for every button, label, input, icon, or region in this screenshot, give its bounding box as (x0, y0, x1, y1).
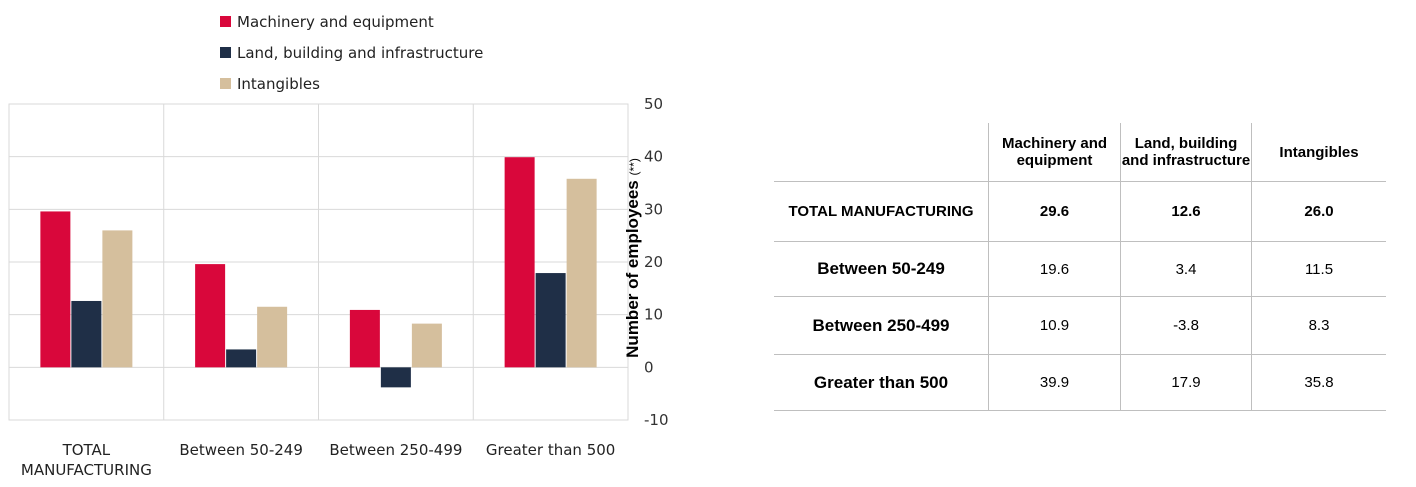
table-col-header-intangibles: Intangibles (1251, 123, 1386, 182)
x-tick-label: Between 50-249 (179, 441, 303, 459)
table-cell: 17.9 (1120, 354, 1252, 411)
table-cell: 10.9 (988, 296, 1121, 355)
legend-item-intangibles: Intangibles (220, 68, 483, 99)
table-cell: 12.6 (1120, 181, 1252, 242)
legend-label-land: Land, building and infrastructure (237, 43, 484, 62)
table-row-label: Between 250-499 (774, 296, 989, 355)
bar-machinery-3 (504, 157, 535, 368)
table-cell: 35.8 (1251, 354, 1386, 411)
y-tick-label: 0 (644, 358, 654, 376)
table-cell: -3.8 (1120, 296, 1252, 355)
table-row: Between 50-249 19.6 3.4 11.5 (774, 241, 1386, 297)
x-tick-label: Between 250-499 (329, 441, 462, 459)
y-tick-label: 50 (644, 95, 663, 113)
bar-intangibles-0 (102, 230, 133, 368)
legend-item-land: Land, building and infrastructure (220, 37, 483, 68)
y-axis-label: Number of employees (**) (623, 158, 683, 358)
table-row: Between 250-499 10.9 -3.8 8.3 (774, 296, 1386, 355)
y-tick-label: 40 (644, 148, 663, 166)
legend-label-intangibles: Intangibles (237, 74, 320, 93)
table-col-header-land: Land, building and infrastructure (1120, 123, 1252, 182)
bar-intangibles-3 (566, 178, 597, 368)
data-table: Machinery and equipment Land, building a… (774, 123, 1386, 411)
legend-swatch-intangibles (220, 78, 231, 89)
table-corner-cell (774, 123, 989, 182)
table-cell: 19.6 (988, 241, 1121, 297)
y-axis-label-text: Number of employees (623, 180, 642, 358)
bar-machinery-2 (349, 309, 380, 368)
legend-label-machinery: Machinery and equipment (237, 12, 434, 31)
table-cell: 8.3 (1251, 296, 1386, 355)
legend-item-machinery: Machinery and equipment (220, 6, 483, 37)
bar-intangibles-1 (257, 306, 288, 368)
table-cell: 39.9 (988, 354, 1121, 411)
legend-swatch-machinery (220, 16, 231, 27)
x-tick-label: Greater than 500 (486, 441, 615, 459)
table-row-label: TOTAL MANUFACTURING (774, 181, 989, 242)
table-row-label: Greater than 500 (774, 354, 989, 411)
legend-swatch-land (220, 47, 231, 58)
bar-chart: 50 40 30 20 10 0 -10 TOTAL MANUFACTURING Between … (8, 95, 669, 479)
bar-land-3 (535, 273, 566, 368)
y-tick-label: 20 (644, 253, 663, 271)
y-tick-label: 10 (644, 306, 663, 324)
bar-machinery-0 (40, 211, 71, 368)
y-axis-label-note: (**) (627, 158, 641, 176)
bar-land-2 (380, 367, 411, 388)
table-cell: 26.0 (1251, 181, 1386, 242)
table-row: Greater than 500 39.9 17.9 35.8 (774, 354, 1386, 411)
bar-machinery-1 (195, 264, 226, 368)
table-cell: 29.6 (988, 181, 1121, 242)
y-tick-label: -10 (644, 411, 669, 429)
table-cell: 11.5 (1251, 241, 1386, 297)
y-tick-label: 30 (644, 200, 663, 218)
bar-land-1 (226, 349, 257, 368)
table-row: TOTAL MANUFACTURING 29.6 12.6 26.0 (774, 181, 1386, 242)
table-col-header-machinery: Machinery and equipment (988, 123, 1121, 182)
chart-legend: Machinery and equipment Land, building a… (220, 6, 483, 99)
table-cell: 3.4 (1120, 241, 1252, 297)
x-tick-label: TOTAL MANUFACTURING (21, 441, 152, 479)
table-header-row: Machinery and equipment Land, building a… (774, 123, 1386, 182)
table-row-label: Between 50-249 (774, 241, 989, 297)
bar-intangibles-2 (411, 323, 442, 368)
bar-land-0 (71, 300, 102, 368)
